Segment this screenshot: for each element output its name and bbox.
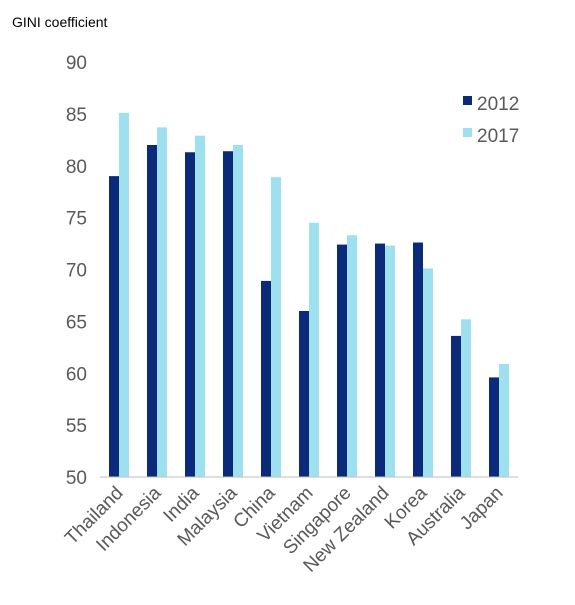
x-axis-ticks: ThailandIndonesiaIndiaMalaysiaChinaVietn… [61,482,507,576]
y-tick-label: 70 [66,261,87,282]
y-tick-label: 55 [66,416,87,437]
bar-2017-india [195,135,205,477]
legend-swatch-2017 [463,128,472,137]
legend: 2012 2017 [463,94,519,147]
x-tick-label: Japan [456,483,507,534]
bar-2012-singapore [337,244,347,477]
bar-2012-indonesia [147,145,157,477]
bar-2017-japan [499,363,509,477]
y-tick-label: 65 [66,312,87,333]
bar-2017-china [271,177,281,477]
y-tick-label: 85 [66,105,87,126]
y-tick-label: 50 [66,468,87,489]
bar-2012-india [185,152,195,477]
y-tick-label: 80 [66,157,87,178]
bar-2017-singapore [347,235,357,477]
legend-label-2012: 2012 [477,94,519,115]
bar-2012-japan [489,377,499,477]
bar-2012-australia [451,335,461,477]
bar-2012-malaysia [223,151,233,477]
bar-2017-thailand [119,112,129,478]
y-tick-label: 60 [66,364,87,385]
legend-label-2017: 2017 [477,126,519,147]
bar-2017-vietnam [309,222,319,477]
bar-2012-vietnam [299,311,309,477]
bar-2012-thailand [109,176,119,477]
y-axis-ticks: 50 55 60 65 70 75 80 85 90 [66,53,87,489]
bar-2017-new-zealand [385,245,395,477]
y-tick-label: 90 [66,53,87,74]
bars [109,112,509,478]
bar-2017-indonesia [157,127,167,478]
bar-2012-korea [413,242,423,477]
bar-2017-korea [423,268,433,477]
bar-2017-malaysia [233,145,243,477]
bar-2012-new-zealand [375,243,385,477]
bar-2012-china [261,280,271,477]
bar-2017-australia [461,319,471,477]
legend-swatch-2012 [463,96,472,105]
y-axis-title: GINI coefficient [12,14,108,30]
y-tick-label: 75 [66,209,87,230]
